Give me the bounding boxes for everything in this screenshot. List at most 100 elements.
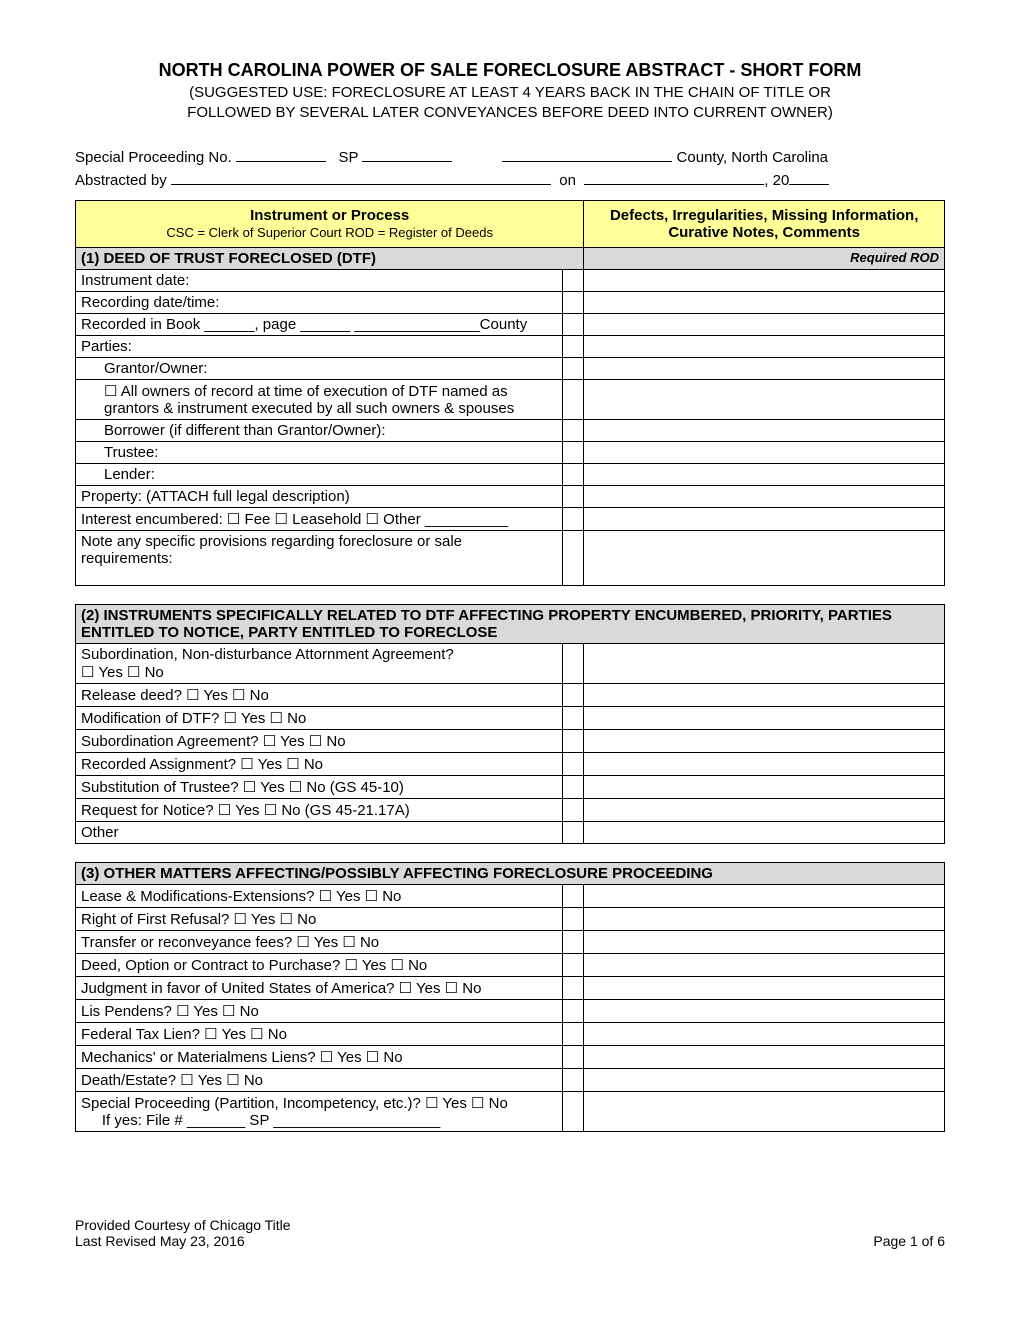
comment-cell[interactable] [584, 508, 945, 531]
comment-cell[interactable] [584, 908, 945, 931]
federal-tax-lien-cell[interactable]: Federal Tax Lien? ☐ Yes ☐ No [76, 1023, 563, 1046]
sp-input[interactable] [362, 161, 452, 162]
comment-cell[interactable] [584, 1023, 945, 1046]
sp-no-input[interactable] [236, 161, 326, 162]
mid-cell [562, 977, 584, 1000]
table-row: Subordination, Non-disturbance Attornmen… [76, 644, 945, 684]
table-row: Lender: [76, 464, 945, 486]
mid-cell [562, 1069, 584, 1092]
snda-cell[interactable]: Subordination, Non-disturbance Attornmen… [76, 644, 563, 684]
comment-cell[interactable] [584, 776, 945, 799]
comment-cell[interactable] [584, 336, 945, 358]
comment-cell[interactable] [584, 270, 945, 292]
request-notice-cell[interactable]: Request for Notice? ☐ Yes ☐ No (GS 45-21… [76, 799, 563, 822]
comment-cell[interactable] [584, 380, 945, 420]
comment-cell[interactable] [584, 1069, 945, 1092]
table-row: Instrument date: [76, 270, 945, 292]
recorded-in-cell[interactable]: Recorded in Book ______, page ______ ___… [76, 314, 563, 336]
substitution-trustee-cell[interactable]: Substitution of Trustee? ☐ Yes ☐ No (GS … [76, 776, 563, 799]
interest-cell[interactable]: Interest encumbered: ☐ Fee ☐ Leasehold ☐… [76, 508, 563, 531]
on-date-input[interactable] [584, 184, 764, 185]
table-row: Parties: [76, 336, 945, 358]
modification-cell[interactable]: Modification of DTF? ☐ Yes ☐ No [76, 707, 563, 730]
death-estate-cell[interactable]: Death/Estate? ☐ Yes ☐ No [76, 1069, 563, 1092]
table-row: Recorded Assignment? ☐ Yes ☐ No [76, 753, 945, 776]
table-row: Lease & Modifications-Extensions? ☐ Yes … [76, 885, 945, 908]
comment-cell[interactable] [584, 531, 945, 586]
mid-cell [562, 753, 584, 776]
header-fields: Special Proceeding No. SP County, North … [75, 147, 945, 192]
footer-courtesy: Provided Courtesy of Chicago Title [75, 1217, 291, 1233]
trustee-cell[interactable]: Trustee: [76, 442, 563, 464]
section2-header: (2) INSTRUMENTS SPECIFICALLY RELATED TO … [76, 605, 945, 644]
page-title: NORTH CAROLINA POWER OF SALE FORECLOSURE… [75, 60, 945, 81]
yellow-header-col1: Instrument or Process CSC = Clerk of Sup… [76, 201, 584, 248]
comment-cell[interactable] [584, 822, 945, 844]
note-cell[interactable]: Note any specific provisions regarding f… [76, 531, 563, 586]
borrower-cell[interactable]: Borrower (if different than Grantor/Owne… [76, 420, 563, 442]
comment-cell[interactable] [584, 977, 945, 1000]
comment-cell[interactable] [584, 314, 945, 336]
county-input[interactable] [502, 161, 672, 162]
comment-cell[interactable] [584, 486, 945, 508]
abstracted-by-input[interactable] [171, 184, 551, 185]
subtitle-line1: (SUGGESTED USE: FORECLOSURE AT LEAST 4 Y… [189, 84, 831, 101]
table-row: Modification of DTF? ☐ Yes ☐ No [76, 707, 945, 730]
comment-cell[interactable] [584, 954, 945, 977]
judgment-usa-cell[interactable]: Judgment in favor of United States of Am… [76, 977, 563, 1000]
mid-cell [562, 380, 584, 420]
year-input[interactable] [789, 184, 829, 185]
table-row: Request for Notice? ☐ Yes ☐ No (GS 45-21… [76, 799, 945, 822]
comment-cell[interactable] [584, 358, 945, 380]
recorded-assignment-cell[interactable]: Recorded Assignment? ☐ Yes ☐ No [76, 753, 563, 776]
release-deed-cell[interactable]: Release deed? ☐ Yes ☐ No [76, 684, 563, 707]
property-cell[interactable]: Property: (ATTACH full legal description… [76, 486, 563, 508]
yellow-header-row: Instrument or Process CSC = Clerk of Sup… [76, 201, 945, 248]
mechanics-lien-cell[interactable]: Mechanics' or Materialmens Liens? ☐ Yes … [76, 1046, 563, 1069]
comment-cell[interactable] [584, 730, 945, 753]
comment-cell[interactable] [584, 799, 945, 822]
mid-cell [562, 508, 584, 531]
mid-cell [562, 336, 584, 358]
instrument-date-cell[interactable]: Instrument date: [76, 270, 563, 292]
comment-cell[interactable] [584, 420, 945, 442]
comment-cell[interactable] [584, 684, 945, 707]
recording-date-cell[interactable]: Recording date/time: [76, 292, 563, 314]
comment-cell[interactable] [584, 1092, 945, 1132]
comment-cell[interactable] [584, 753, 945, 776]
mid-cell [562, 931, 584, 954]
subordination-agr-cell[interactable]: Subordination Agreement? ☐ Yes ☐ No [76, 730, 563, 753]
comment-cell[interactable] [584, 644, 945, 684]
comment-cell[interactable] [584, 1000, 945, 1023]
comment-cell[interactable] [584, 707, 945, 730]
mid-cell [562, 531, 584, 586]
transfer-fees-cell[interactable]: Transfer or reconveyance fees? ☐ Yes ☐ N… [76, 931, 563, 954]
comment-cell[interactable] [584, 292, 945, 314]
comment-cell[interactable] [584, 885, 945, 908]
table-row: Interest encumbered: ☐ Fee ☐ Leasehold ☐… [76, 508, 945, 531]
page-subtitle: (SUGGESTED USE: FORECLOSURE AT LEAST 4 Y… [75, 83, 945, 122]
lease-cell[interactable]: Lease & Modifications-Extensions? ☐ Yes … [76, 885, 563, 908]
all-owners-cell[interactable]: ☐ All owners of record at time of execut… [76, 380, 563, 420]
mid-cell [562, 707, 584, 730]
table-row: Transfer or reconveyance fees? ☐ Yes ☐ N… [76, 931, 945, 954]
section1-required: Required ROD [584, 248, 945, 270]
yellow-header-col2: Defects, Irregularities, Missing Informa… [584, 201, 945, 248]
grantor-owner-cell[interactable]: Grantor/Owner: [76, 358, 563, 380]
special-proceeding-cell[interactable]: Special Proceeding (Partition, Incompete… [76, 1092, 563, 1132]
deed-option-cell[interactable]: Deed, Option or Contract to Purchase? ☐ … [76, 954, 563, 977]
comment-cell[interactable] [584, 931, 945, 954]
section1-title: (1) DEED OF TRUST FORECLOSED (DTF) [76, 248, 584, 270]
right-refusal-cell[interactable]: Right of First Refusal? ☐ Yes ☐ No [76, 908, 563, 931]
county-suffix: County, North Carolina [672, 149, 828, 166]
comment-cell[interactable] [584, 1046, 945, 1069]
mid-cell [562, 1000, 584, 1023]
other-cell[interactable]: Other [76, 822, 563, 844]
lis-pendens-cell[interactable]: Lis Pendens? ☐ Yes ☐ No [76, 1000, 563, 1023]
section2-title: (2) INSTRUMENTS SPECIFICALLY RELATED TO … [76, 605, 945, 644]
table-row: Substitution of Trustee? ☐ Yes ☐ No (GS … [76, 776, 945, 799]
comment-cell[interactable] [584, 464, 945, 486]
footer-page: Page 1 of 6 [873, 1233, 945, 1249]
comment-cell[interactable] [584, 442, 945, 464]
lender-cell[interactable]: Lender: [76, 464, 563, 486]
